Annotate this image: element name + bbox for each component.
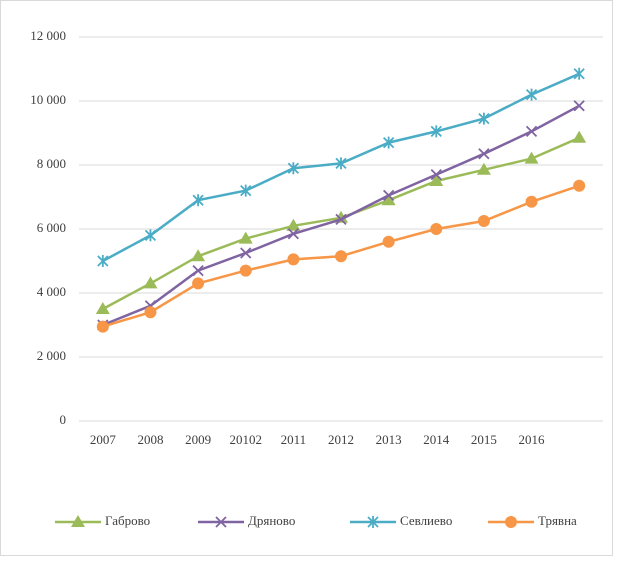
legend-label: Трявна <box>538 513 577 528</box>
x-tick-label: 2012 <box>328 432 354 447</box>
x-tick-label: 2015 <box>471 432 497 447</box>
point-marker <box>286 218 301 231</box>
point-marker <box>573 179 586 192</box>
point-marker <box>478 148 490 160</box>
x-tick-label: 2011 <box>281 432 307 447</box>
point-marker <box>192 264 204 277</box>
point-marker <box>382 189 395 202</box>
x-tick-label: 2013 <box>376 432 402 447</box>
point-marker <box>572 130 587 143</box>
point-marker <box>287 228 300 240</box>
point-marker <box>382 235 395 248</box>
y-tick-label: 0 <box>60 412 67 427</box>
point-marker <box>335 250 347 263</box>
point-marker <box>573 67 585 80</box>
point-marker <box>477 215 490 227</box>
point-marker <box>239 264 252 277</box>
point-marker <box>96 320 109 333</box>
point-marker <box>478 112 490 125</box>
point-marker <box>144 306 157 319</box>
point-marker <box>238 231 253 244</box>
point-marker <box>287 162 300 175</box>
point-marker <box>525 195 538 208</box>
y-tick-label: 4 000 <box>37 284 66 299</box>
point-marker <box>382 136 395 149</box>
point-marker <box>95 302 110 314</box>
x-tick-label: 2008 <box>137 432 163 447</box>
y-tick-label: 2 000 <box>37 348 66 363</box>
point-marker <box>430 125 442 138</box>
point-marker <box>429 174 444 186</box>
x-tick-label: 2007 <box>90 432 117 447</box>
point-marker <box>573 100 585 112</box>
point-marker <box>430 223 443 235</box>
x-tick-label: 2009 <box>185 432 211 447</box>
point-marker <box>525 125 538 138</box>
legend-label: Габрово <box>105 513 150 528</box>
chart-border <box>0 0 613 556</box>
point-marker <box>287 253 300 266</box>
legend-label: Севлиево <box>400 513 452 528</box>
x-tick-label: 20102 <box>229 432 262 447</box>
point-marker <box>143 276 158 289</box>
point-marker <box>144 229 157 242</box>
legend-marker <box>367 516 379 528</box>
legend-label: Дряново <box>248 513 295 528</box>
point-marker <box>97 255 109 267</box>
y-tick-label: 6 000 <box>37 220 66 235</box>
point-marker <box>335 157 347 170</box>
point-marker <box>192 277 205 290</box>
legend-marker <box>505 516 517 528</box>
point-marker <box>335 213 347 226</box>
point-marker <box>192 194 204 207</box>
legend-marker <box>71 515 85 527</box>
point-marker <box>430 168 442 181</box>
point-marker <box>381 193 396 206</box>
x-tick-label: 2016 <box>519 432 546 447</box>
point-marker <box>240 247 252 259</box>
point-marker <box>240 184 252 197</box>
point-marker <box>476 162 491 175</box>
legend-marker <box>215 516 227 528</box>
y-tick-label: 10 000 <box>30 92 66 107</box>
point-marker <box>524 151 539 164</box>
x-tick-label: 2014 <box>423 432 450 447</box>
y-tick-label: 12 000 <box>30 28 66 43</box>
point-marker <box>525 88 538 101</box>
y-tick-label: 8 000 <box>37 156 66 171</box>
point-marker <box>191 249 206 262</box>
